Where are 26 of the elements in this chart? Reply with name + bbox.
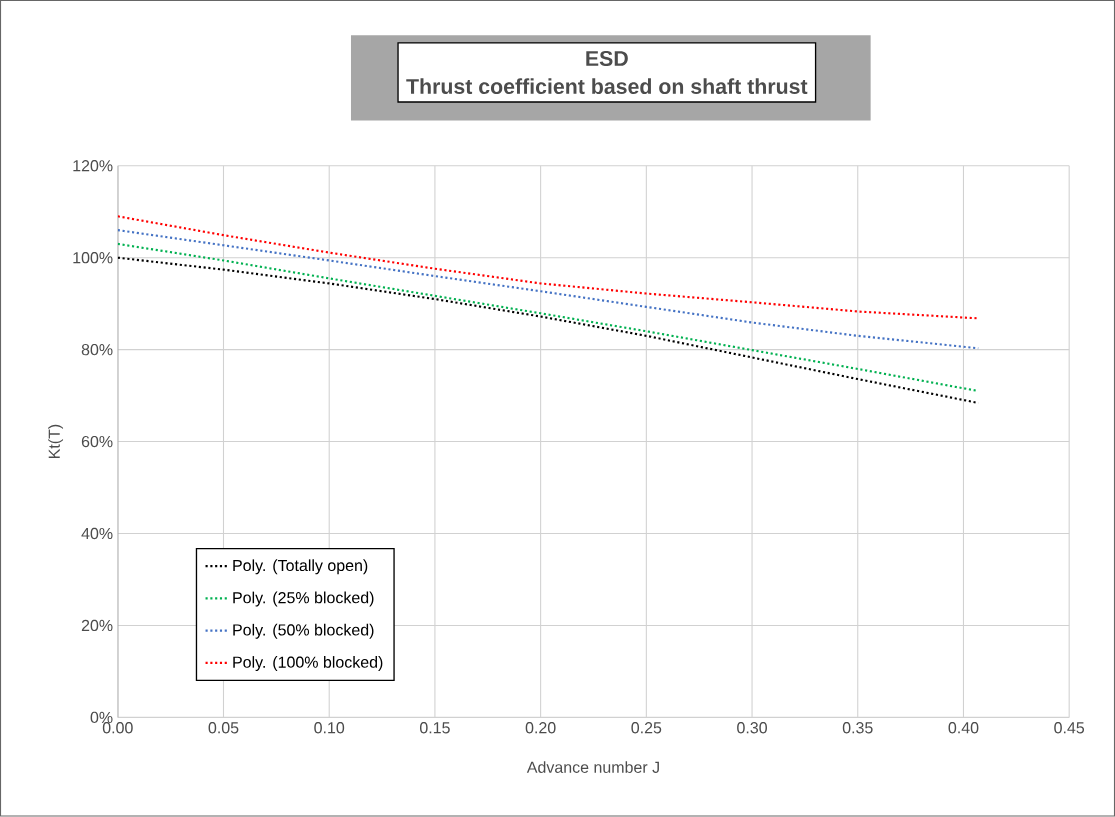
x-tick-label: 0.20 xyxy=(525,722,556,734)
x-tick-label: 0.30 xyxy=(737,722,767,734)
legend-label: Poly. (100% blocked) xyxy=(233,656,383,672)
line-series xyxy=(117,215,980,320)
chart-title: ESD xyxy=(586,51,628,67)
x-tick-label: 0.45 xyxy=(1054,722,1085,734)
x-tick-label: 0.40 xyxy=(948,722,979,734)
y-axis-title: Kt(T) xyxy=(48,425,64,459)
chart-subtitle: Thrust coefficient based on shaft thrust xyxy=(406,78,808,95)
x-tick-label: 0.15 xyxy=(419,722,450,734)
x-axis-title: Advance number J xyxy=(526,761,659,774)
y-tick-label: 0% xyxy=(90,711,113,724)
x-tick-label: 0.25 xyxy=(631,722,662,734)
y-tick-label: 40% xyxy=(81,528,113,540)
legend-label: Poly. (50% blocked) xyxy=(233,624,374,639)
x-tick-label: 0.35 xyxy=(842,722,873,734)
y-tick-label: 60% xyxy=(81,436,113,448)
y-tick-label: 80% xyxy=(81,344,113,356)
x-tick-label: 0.00 xyxy=(102,722,133,734)
legend-label: Poly. (25% blocked) xyxy=(233,591,374,607)
x-tick-label: 0.10 xyxy=(314,722,345,734)
legend-label: Poly. (Totally open) xyxy=(233,559,368,575)
y-tick-label: 20% xyxy=(81,620,113,632)
x-tick-label: 0.05 xyxy=(208,722,239,734)
y-tick-label: 100% xyxy=(73,252,113,264)
y-tick-label: 120% xyxy=(73,160,113,172)
